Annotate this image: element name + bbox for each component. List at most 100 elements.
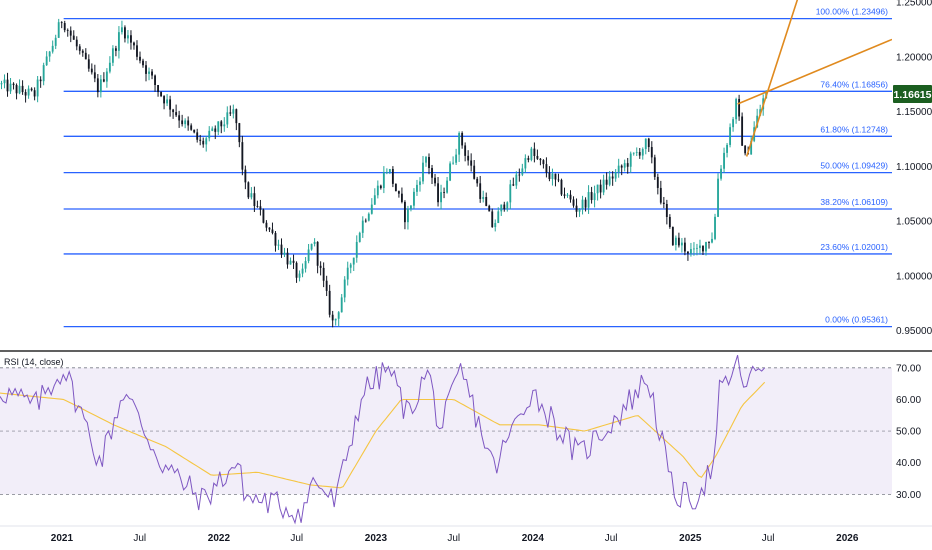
time-axis[interactable]: 2021 Jul 2022 Jul 2023 Jul 2024 Jul 2025 Jul 2026 (51, 533, 859, 544)
candle-body (569, 194, 572, 200)
candle-body (422, 162, 424, 182)
fib-level-label: 100.00% (1.23496) (816, 7, 888, 17)
price-axis[interactable]: 0.95000 1.00000 1.05000 1.10000 1.15000 1.200… (892, 0, 932, 347)
candle-body (656, 176, 659, 188)
time-tick-label: Jul (133, 533, 146, 544)
candle-body (671, 227, 674, 245)
candle-body (696, 247, 698, 249)
candle-body (334, 318, 337, 321)
candle-body (133, 42, 135, 46)
candle-body (205, 138, 208, 145)
candle-body (410, 205, 412, 209)
candle-body (533, 148, 536, 156)
candle-body (726, 144, 728, 153)
candle-body (241, 142, 244, 170)
candle-body (572, 199, 575, 206)
candle-body (352, 257, 355, 265)
candle-body (169, 99, 172, 110)
candle-body (729, 127, 732, 145)
time-tick-label: 2024 (522, 533, 545, 544)
candle-body (145, 65, 147, 74)
candle-body (382, 172, 385, 189)
candle-body (455, 154, 458, 163)
candle-body (584, 199, 587, 208)
candle-body (485, 197, 488, 206)
candle-body (608, 176, 611, 185)
candle-body (397, 191, 400, 194)
candle-body (683, 242, 686, 252)
candle-body (385, 172, 388, 173)
candle-body (3, 79, 6, 84)
fibonacci-retracement (63, 18, 892, 328)
candle-body (602, 179, 605, 193)
candle-body (509, 184, 512, 203)
rsi-pane[interactable]: RSI (14, close) 70.00 60.00 50.00 40.00 30.0… (0, 355, 921, 525)
candle-body (235, 109, 238, 124)
candle-body (419, 181, 421, 185)
rsi-indicator-label[interactable]: RSI (14, close) (4, 357, 64, 367)
candle-body (160, 92, 163, 97)
candle-body (599, 184, 602, 193)
time-tick-label: 2025 (679, 533, 702, 544)
candle-body (355, 241, 358, 258)
candle-body (36, 79, 39, 97)
candle-body (750, 140, 753, 155)
candle-body (54, 37, 57, 46)
candle-body (479, 183, 482, 199)
candle-body (202, 140, 205, 145)
candle-body (130, 35, 132, 43)
candle-body (635, 152, 638, 153)
candle-body (557, 179, 560, 181)
candle-body (181, 120, 184, 125)
candle-body (286, 252, 289, 265)
candle-body (581, 199, 584, 209)
candle-body (653, 157, 656, 177)
candle-body (148, 71, 150, 74)
candle-body (319, 265, 322, 268)
candle-body (307, 249, 310, 262)
candle-body (42, 65, 45, 82)
candle-body (6, 79, 9, 92)
candle-body (127, 35, 129, 39)
candle-body (497, 211, 500, 224)
candle-body (21, 85, 24, 93)
candle-body (301, 268, 304, 274)
candle-body (166, 99, 169, 104)
candle-body (93, 72, 96, 79)
candle-body (461, 133, 464, 146)
candle-body (449, 163, 452, 181)
time-tick-label: 2021 (51, 533, 74, 544)
candle-body (271, 229, 274, 233)
last-price-tag: 1.16615 (893, 84, 932, 103)
candle-body (590, 192, 593, 201)
candle-body (563, 194, 566, 196)
candle-body (325, 280, 328, 291)
candle-body (96, 78, 99, 93)
candle-body (738, 98, 741, 117)
candle-body (12, 83, 15, 86)
candle-body (512, 184, 515, 186)
candle-body (361, 220, 364, 233)
candle-body (27, 88, 30, 96)
candle-body (157, 85, 159, 93)
price-tick-label: 1.00000 (896, 271, 932, 282)
candle-body (611, 176, 614, 179)
candle-body (644, 138, 647, 149)
candle-body (741, 116, 744, 146)
rsi-tick-label: 30.00 (896, 490, 921, 501)
candle-body (521, 168, 524, 175)
candle-body (223, 124, 226, 127)
candle-body (343, 279, 346, 298)
candle-body (151, 71, 153, 76)
candle-body (220, 121, 223, 127)
candle-body (328, 290, 331, 315)
candle-body (184, 120, 187, 125)
candle-body (214, 128, 217, 132)
fib-level-label: 23.60% (1.02001) (820, 242, 888, 252)
candle-body (376, 185, 379, 196)
candle-body (136, 45, 138, 57)
rsi-tick-label: 50.00 (896, 427, 921, 438)
candle-body (87, 59, 90, 69)
